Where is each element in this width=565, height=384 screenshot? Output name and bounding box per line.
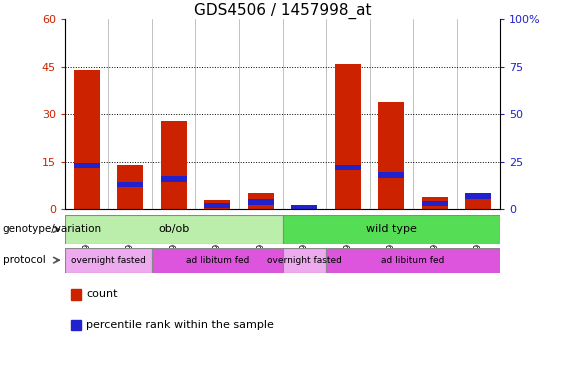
Bar [282, 248, 326, 273]
Bar [291, 208, 318, 209]
Bar [204, 200, 231, 209]
Bar [421, 197, 448, 209]
Text: protocol: protocol [3, 255, 46, 265]
Bar [465, 193, 492, 199]
Bar [117, 182, 144, 187]
Bar [465, 194, 492, 209]
Bar [160, 176, 187, 182]
Bar [326, 248, 500, 273]
Bar [204, 203, 231, 209]
Bar [247, 199, 274, 205]
Bar [73, 70, 100, 209]
Bar [378, 172, 405, 178]
Bar [71, 320, 81, 330]
Text: count: count [86, 290, 118, 300]
Bar [71, 290, 81, 300]
Bar [282, 215, 500, 244]
Bar [334, 64, 361, 209]
Text: wild type: wild type [366, 224, 417, 235]
Bar [291, 205, 318, 210]
Title: GDS4506 / 1457998_at: GDS4506 / 1457998_at [194, 3, 371, 19]
Bar [73, 163, 100, 169]
Text: ad libitum fed: ad libitum fed [381, 256, 445, 265]
Text: percentile rank within the sample: percentile rank within the sample [86, 320, 275, 330]
Bar [160, 121, 187, 209]
Bar [247, 194, 274, 209]
Bar [65, 215, 282, 244]
Bar [378, 102, 405, 209]
Text: overnight fasted: overnight fasted [267, 256, 342, 265]
Bar [152, 248, 282, 273]
Bar [65, 248, 152, 273]
Text: genotype/variation: genotype/variation [3, 224, 102, 235]
Text: overnight fasted: overnight fasted [71, 256, 146, 265]
Text: ob/ob: ob/ob [158, 224, 189, 235]
Text: ad libitum fed: ad libitum fed [185, 256, 249, 265]
Bar [421, 201, 448, 207]
Bar [117, 165, 144, 209]
Bar [334, 165, 361, 170]
